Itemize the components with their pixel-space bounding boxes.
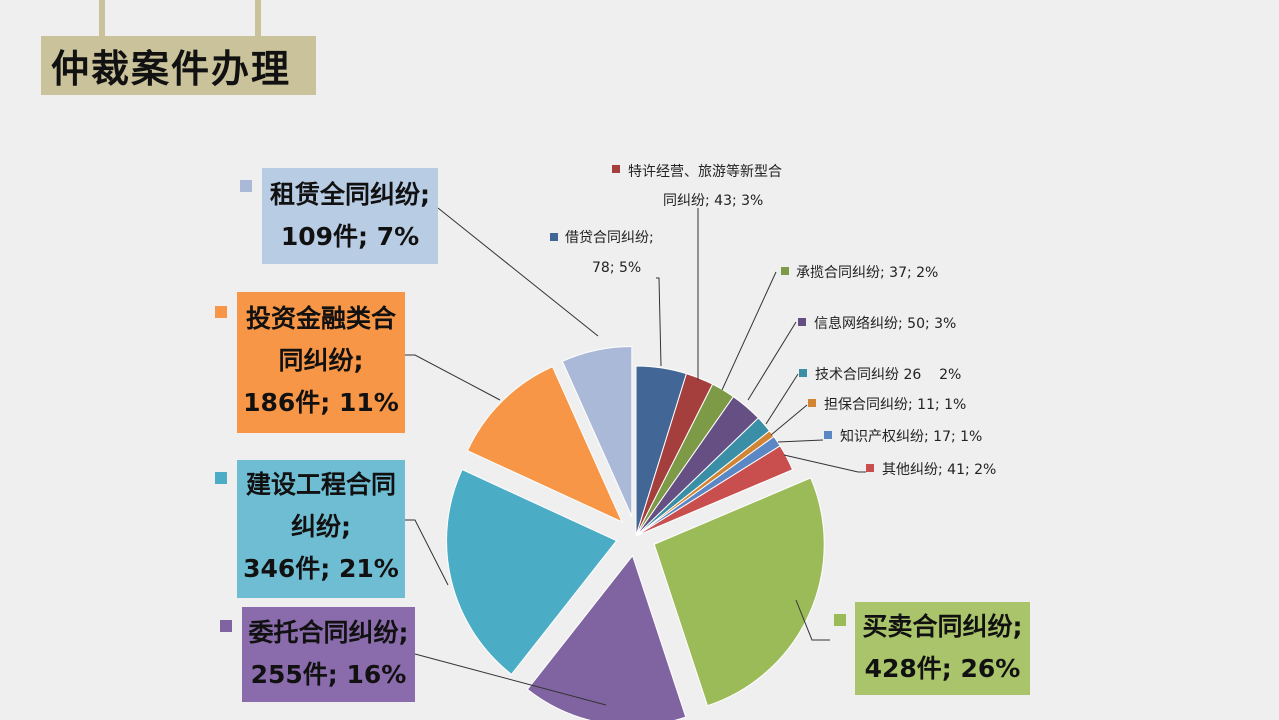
leader-line-1 (405, 354, 501, 401)
leader-line-8 (747, 321, 797, 401)
label-invest-line2: 同纠纷; (278, 346, 364, 375)
label-lease: 租赁全同纠纷; 109件; 7% (262, 168, 438, 264)
legend-swatch-guarantee (808, 399, 816, 407)
label-network: 信息网络纠纷; 50; 3% (814, 316, 957, 332)
label-sales: 买卖合同纠纷; 428件; 26% (855, 602, 1030, 695)
label-invest-line1: 投资金融类合 (245, 304, 396, 333)
legend-swatch-ip (824, 431, 832, 439)
legend-swatch-tech (799, 369, 807, 377)
legend-swatch-construction (215, 472, 227, 484)
legend-swatch-network (798, 318, 806, 326)
leader-line-11 (777, 439, 824, 443)
pie-slice-11 (466, 365, 623, 523)
label-invest: 投资金融类合 同纠纷; 186件; 11% (237, 292, 405, 433)
label-sales-line2: 428件; 26% (864, 654, 1021, 683)
label-invest-line3: 186件; 11% (243, 388, 399, 417)
legend-swatch-contracting (781, 267, 789, 275)
legend-swatch-lease (240, 180, 252, 192)
legend-swatch-invest (215, 306, 227, 318)
pie-slice-12 (561, 345, 633, 517)
label-lease-line2: 109件; 7% (280, 222, 420, 251)
label-guarantee: 担保合同纠纷; 11; 1% (824, 397, 967, 413)
legend-swatch-loan (550, 233, 558, 241)
label-lease-line1: 租赁全同纠纷; (270, 180, 430, 209)
leader-line-0 (437, 207, 599, 337)
legend-swatch-other (866, 464, 874, 472)
label-contracting: 承揽合同纠纷; 37; 2% (796, 265, 939, 281)
legend-swatch-entrust (220, 620, 232, 632)
label-construction: 建设工程合同 纠纷; 346件; 21% (237, 460, 405, 598)
pie-slice-8 (653, 477, 825, 707)
leader-line-10 (770, 404, 808, 436)
label-construction-line3: 346件; 21% (243, 554, 399, 583)
leader-line-5 (656, 277, 662, 367)
leader-line-2 (405, 519, 449, 586)
label-ip: 知识产权纠纷; 17; 1% (840, 429, 983, 445)
leader-line-4 (795, 599, 830, 641)
title-hanger-right (255, 0, 261, 40)
legend-swatch-franchise (612, 165, 620, 173)
label-construction-line2: 纠纷; (291, 512, 351, 541)
label-tech: 技术合同纠纷 26 2% (815, 367, 962, 383)
page-title: 仲裁案件办理 (41, 36, 316, 95)
pie-slice-7 (635, 445, 794, 537)
label-entrust: 委托合同纠纷; 255件; 16% (242, 607, 415, 702)
leader-line-7 (721, 271, 777, 391)
label-loan-line1: 借贷合同纠纷; (565, 230, 654, 246)
leader-line-12 (783, 454, 866, 473)
label-entrust-line1: 委托合同纠纷; (248, 618, 409, 647)
legend-swatch-sales (834, 614, 846, 626)
label-franchise-line2: 同纠纷; 43; 3% (663, 193, 764, 209)
label-sales-line1: 买卖合同纠纷; (862, 612, 1023, 641)
leader-line-9 (765, 373, 799, 425)
label-franchise-line1: 特许经营、旅游等新型合 (628, 164, 782, 180)
label-loan-line2: 78; 5% (592, 260, 642, 276)
leader-line-3 (414, 653, 607, 706)
label-other: 其他纠纷; 41; 2% (882, 462, 997, 478)
pie-slice-10 (446, 468, 618, 676)
pie-slice-9 (526, 554, 687, 720)
title-hanger-left (99, 0, 105, 40)
label-entrust-line2: 255件; 16% (250, 660, 407, 689)
label-construction-line1: 建设工程合同 (245, 470, 396, 499)
